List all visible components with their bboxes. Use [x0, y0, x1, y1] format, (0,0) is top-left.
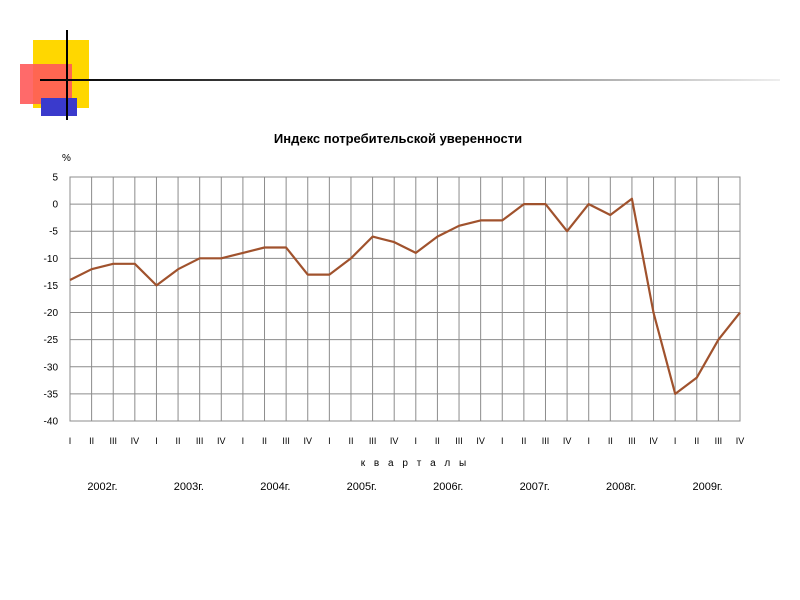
year-label: 2007г. — [520, 481, 550, 493]
year-labels: 2002г. 2003г. 2004г. 2005г. 2006г. 2007г. 2008… — [87, 481, 722, 493]
y-tick-label: -30 — [44, 362, 59, 373]
x-tick-label: I — [69, 436, 72, 446]
x-tick-label: I — [415, 436, 418, 446]
x-tick-label: II — [608, 436, 613, 446]
y-tick-label: -20 — [44, 308, 59, 319]
vertical-rule-line — [66, 30, 68, 120]
x-tick-labels: I II III IV I II III IV I II III IV I II III IV I II III IV… — [69, 436, 745, 446]
x-tick-label: IV — [476, 436, 485, 446]
y-tick-label: 0 — [52, 200, 58, 211]
x-tick-label: III — [628, 436, 636, 446]
x-tick-label: II — [89, 436, 94, 446]
y-tick-label: -25 — [44, 335, 59, 346]
year-label: 2004г. — [260, 481, 290, 493]
x-tick-label: III — [369, 436, 377, 446]
x-tick-label: III — [542, 436, 550, 446]
x-tick-label: III — [455, 436, 463, 446]
y-tick-label: -40 — [44, 417, 59, 428]
x-tick-label: III — [282, 436, 290, 446]
y-tick-label: 5 — [52, 173, 58, 184]
x-tick-label: II — [262, 436, 267, 446]
year-label: 2006г. — [433, 481, 463, 493]
x-tick-label: IV — [303, 436, 312, 446]
x-tick-label: I — [587, 436, 590, 446]
x-tick-label: III — [196, 436, 204, 446]
y-tick-label: -5 — [49, 227, 58, 238]
x-tick-label: IV — [563, 436, 572, 446]
grid — [69, 176, 741, 422]
x-tick-label: II — [694, 436, 699, 446]
y-tick-labels: 5 0 -5 -10 -15 -20 -25 -30 -35 -40 — [44, 173, 59, 428]
series-line — [69, 197, 741, 395]
x-tick-label: IV — [390, 436, 399, 446]
year-label: 2009г. — [692, 481, 722, 493]
year-label: 2005г. — [347, 481, 377, 493]
year-label: 2002г. — [87, 481, 117, 493]
red-square-decoration — [20, 64, 72, 104]
x-tick-label: IV — [736, 436, 745, 446]
x-tick-label: II — [348, 436, 353, 446]
year-label: 2003г. — [174, 481, 204, 493]
x-tick-label: I — [328, 436, 331, 446]
x-tick-label: I — [242, 436, 245, 446]
year-label: 2008г. — [606, 481, 636, 493]
chart-title: Индекс потребительской уверенности — [274, 131, 522, 146]
x-axis-label: к в а р т а л ы — [361, 458, 469, 469]
x-tick-label: IV — [649, 436, 658, 446]
x-tick-label: IV — [217, 436, 226, 446]
plot-area — [69, 176, 741, 422]
x-tick-label: III — [715, 436, 723, 446]
y-tick-label: -35 — [44, 389, 59, 400]
x-tick-label: I — [501, 436, 504, 446]
blue-square-decoration — [41, 98, 77, 116]
horizontal-rule-line — [40, 79, 780, 81]
y-axis-label: % — [62, 153, 71, 164]
x-tick-label: II — [521, 436, 526, 446]
x-tick-label: III — [109, 436, 117, 446]
y-tick-label: -15 — [44, 281, 59, 292]
x-tick-label: I — [155, 436, 158, 446]
x-tick-label: I — [674, 436, 677, 446]
x-tick-label: II — [435, 436, 440, 446]
y-tick-label: -10 — [44, 254, 59, 265]
x-tick-label: IV — [131, 436, 140, 446]
x-tick-label: II — [176, 436, 181, 446]
